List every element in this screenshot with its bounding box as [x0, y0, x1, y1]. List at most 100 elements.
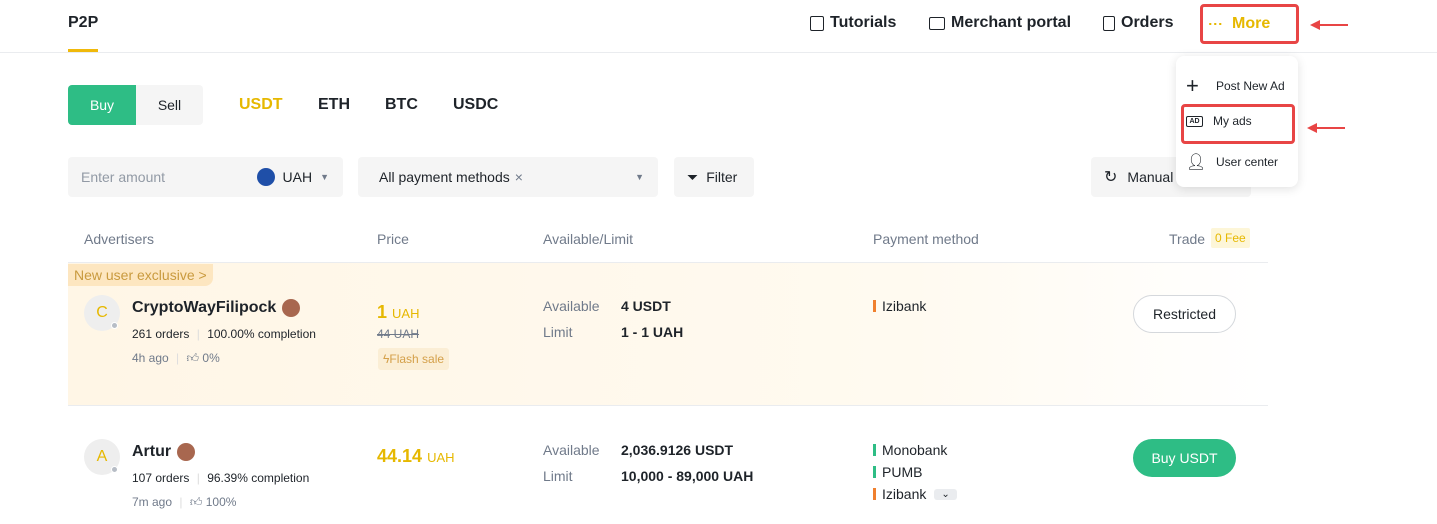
activity-stats: 7m ago | 👍︎ 100% — [132, 495, 237, 509]
buy-tab[interactable]: Buy — [68, 85, 136, 125]
nav-merchant-portal[interactable]: Merchant portal — [929, 14, 1071, 32]
advertiser-name[interactable]: Artur — [132, 443, 196, 461]
highlight-box — [1181, 104, 1295, 144]
nav-label: Tutorials — [830, 14, 897, 31]
limit-label: Limit — [543, 468, 573, 484]
nav-orders[interactable]: Orders — [1103, 14, 1173, 32]
header-advertisers: Advertisers — [84, 231, 155, 247]
annotation-arrow — [1310, 20, 1348, 30]
nav-label: Merchant portal — [951, 14, 1072, 31]
payment-name: Monobank — [882, 442, 948, 458]
payment-color-bar — [873, 444, 876, 456]
menu-item-user-center[interactable]: 👤︎ User center — [1186, 152, 1278, 172]
top-bar — [0, 0, 1437, 53]
p2p-logo[interactable]: P2P — [68, 14, 99, 31]
caret-down-icon: ▼ — [320, 172, 329, 182]
lightning-icon: ϟ — [383, 352, 390, 366]
caret-down-icon: ▼ — [635, 172, 644, 182]
menu-item-my-ads[interactable]: AD My ads — [1186, 114, 1252, 128]
payment-color-bar — [873, 488, 876, 500]
filter-button[interactable]: ⏷ Filter — [674, 157, 754, 197]
name-text: CryptoWayFilipock — [132, 299, 277, 316]
new-user-exclusive-tag[interactable]: New user exclusive > — [68, 264, 213, 286]
payment-name: Izibank — [882, 486, 927, 502]
last-active: 4h ago — [132, 351, 169, 365]
price-value: 1 — [377, 302, 388, 322]
expand-chevron-icon[interactable]: ⌄ — [934, 488, 957, 500]
orders-count: 261 orders — [132, 327, 190, 341]
orders-count: 107 orders — [132, 471, 190, 485]
last-active: 7m ago — [132, 495, 173, 509]
completion-rate: 100.00% completion — [207, 327, 316, 341]
online-status-dot — [111, 322, 118, 329]
thumbs-up-icon: 👍︎ — [186, 351, 200, 365]
annotation-arrow — [1307, 123, 1345, 133]
menu-item-post-new-ad[interactable]: + Post New Ad — [1186, 73, 1285, 99]
available-value: 4 USDT — [621, 298, 671, 314]
more-dropdown-menu: + Post New Ad AD My ads 👤︎ User center — [1176, 56, 1298, 187]
payment-method: Monobank — [873, 442, 947, 458]
price: 1 UAH — [377, 302, 419, 323]
sell-tab[interactable]: Sell — [136, 85, 203, 125]
available-label: Available — [543, 298, 600, 314]
rating: 0% — [202, 351, 220, 365]
activity-stats: 4h ago | 👍︎ 0% — [132, 351, 220, 365]
payment-method: Izibank — [873, 298, 926, 314]
vertical-dots-icon: ⋮ — [1208, 17, 1224, 31]
amount-placeholder: Enter amount — [81, 169, 166, 185]
table-row — [68, 263, 1268, 406]
refresh-icon: ↻ — [1104, 169, 1118, 186]
header-price[interactable]: Price — [377, 231, 409, 247]
coin-tab-usdc[interactable]: USDC — [453, 96, 499, 113]
payment-method: Izibank ⌄ — [873, 486, 957, 502]
buy-usdt-button[interactable]: Buy USDT — [1133, 439, 1236, 477]
restricted-button[interactable]: Restricted — [1133, 295, 1236, 333]
completion-rate: 96.39% completion — [207, 471, 310, 485]
price-value: 44.14 — [377, 446, 423, 466]
more-label: More — [1232, 15, 1271, 32]
menu-label: Post New Ad — [1216, 79, 1285, 93]
payment-color-bar — [873, 466, 876, 478]
available-label: Available — [543, 442, 600, 458]
divider — [68, 262, 1268, 263]
clear-icon[interactable]: × — [514, 169, 523, 185]
coin-tab-usdt[interactable]: USDT — [239, 96, 283, 113]
payment-method-select[interactable]: All payment methods × ▼ — [358, 157, 658, 197]
order-stats: 261 orders | 100.00% completion — [132, 327, 316, 341]
currency-select[interactable]: UAH — [282, 169, 313, 185]
price-currency: UAH — [427, 450, 455, 465]
rating: 100% — [205, 495, 237, 509]
price-currency: UAH — [392, 306, 420, 321]
advertiser-name[interactable]: CryptoWayFilipock — [132, 299, 301, 317]
flash-sale-badge: ϟFlash sale — [378, 348, 450, 370]
name-text: Artur — [132, 443, 172, 460]
tutorial-icon — [810, 15, 824, 31]
price: 44.14 UAH — [377, 446, 455, 467]
thumbs-up-icon: 👍︎ — [189, 495, 203, 509]
filter-label: Filter — [706, 169, 738, 185]
zero-fee-badge: 0 Fee — [1211, 228, 1250, 248]
order-stats: 107 orders | 96.39% completion — [132, 471, 310, 485]
merchant-badge-icon — [177, 443, 196, 461]
filter-icon: ⏷ — [687, 168, 699, 185]
online-status-dot — [111, 466, 118, 473]
more-button[interactable]: ⋮ More — [1200, 4, 1299, 44]
nav-tutorials[interactable]: Tutorials — [810, 14, 896, 32]
coin-tab-btc[interactable]: BTC — [385, 96, 418, 113]
refresh-label: Manual — [1127, 169, 1174, 185]
available-value: 2,036.9126 USDT — [621, 442, 734, 458]
payment-method: PUMB — [873, 464, 922, 480]
nav-label: Orders — [1121, 14, 1174, 31]
active-tab-underline — [68, 49, 98, 52]
chart-icon — [929, 16, 945, 30]
old-price: 44 UAH — [377, 327, 420, 341]
merchant-badge-icon — [282, 299, 301, 317]
header-trade: Trade — [1169, 231, 1206, 247]
coin-tab-eth[interactable]: ETH — [318, 96, 350, 113]
menu-label: My ads — [1213, 114, 1252, 128]
header-available: Available/Limit — [543, 231, 634, 247]
limit-value: 10,000 - 89,000 UAH — [621, 468, 754, 484]
amount-input[interactable]: Enter amount UAH ▼ — [68, 157, 343, 197]
header-payment: Payment method — [873, 231, 979, 247]
payment-label: All payment methods — [379, 169, 510, 185]
